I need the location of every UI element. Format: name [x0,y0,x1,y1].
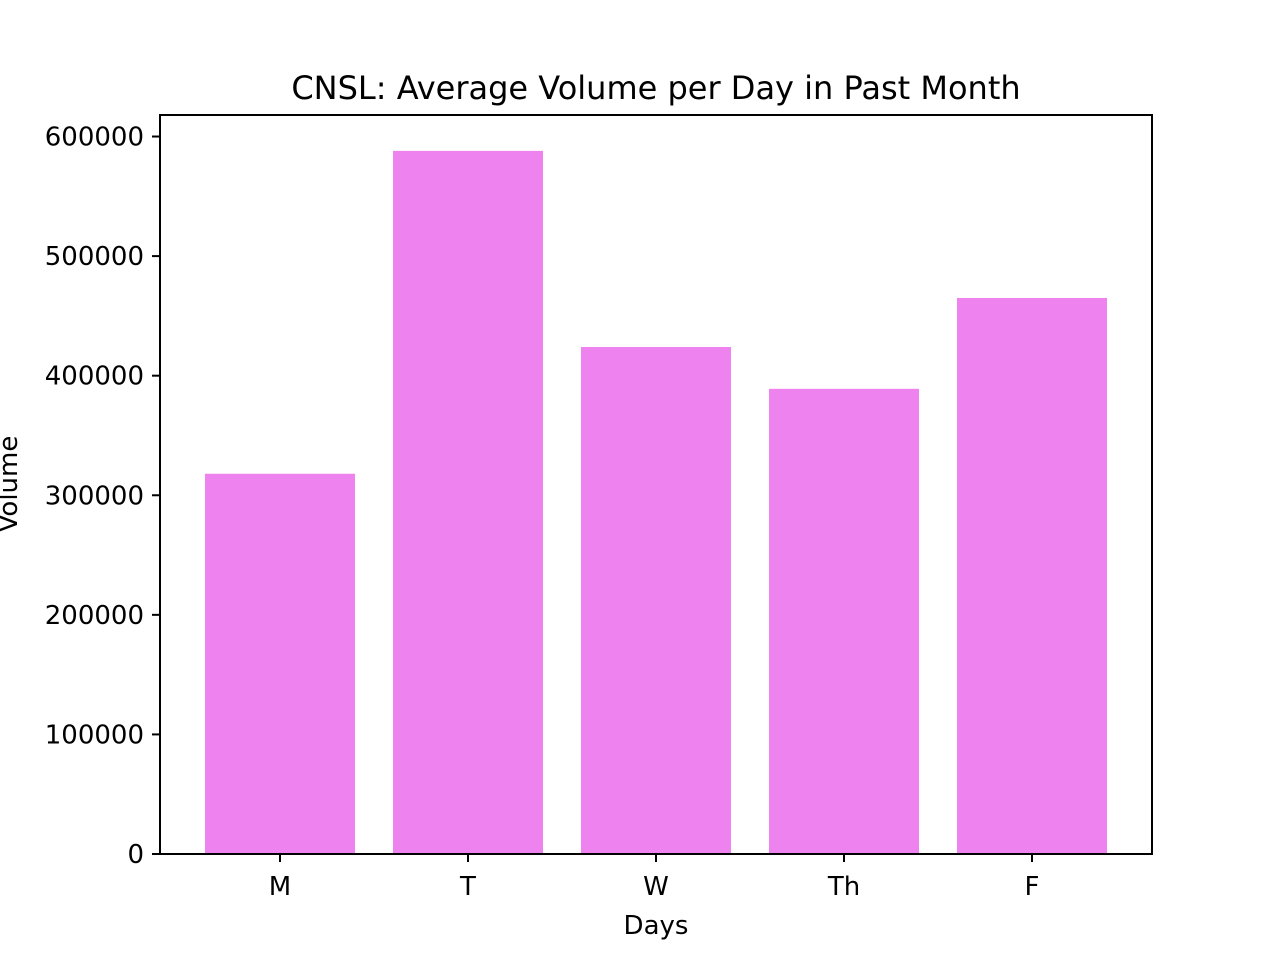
x-tick-label: Th [827,872,860,902]
x-tick-label: W [643,872,669,902]
bars-layer [205,150,1107,854]
y-tick-label: 0 [127,840,144,870]
chart-title: CNSL: Average Volume per Day in Past Mon… [291,69,1020,107]
x-tick-label: M [269,872,291,902]
x-tick-label: T [459,872,476,902]
bar-t [393,150,543,854]
y-tick-label: 100000 [45,720,144,750]
y-axis-label: Volume [0,436,24,533]
y-tick-label: 200000 [45,601,144,631]
x-axis-label: Days [624,911,689,941]
y-axis-ticks: 0 100000 200000 300000 400000 500000 600000 [45,123,160,870]
y-tick-label: 300000 [45,481,144,511]
y-tick-label: 600000 [45,123,144,153]
y-tick-label: 500000 [45,242,144,272]
x-axis-ticks: M T W Th F [269,854,1040,902]
bar-th [769,388,919,854]
bar-m [205,473,355,854]
bar-w [581,346,731,854]
x-tick-label: F [1025,872,1040,902]
y-tick-label: 400000 [45,362,144,392]
bar-f [957,297,1107,854]
